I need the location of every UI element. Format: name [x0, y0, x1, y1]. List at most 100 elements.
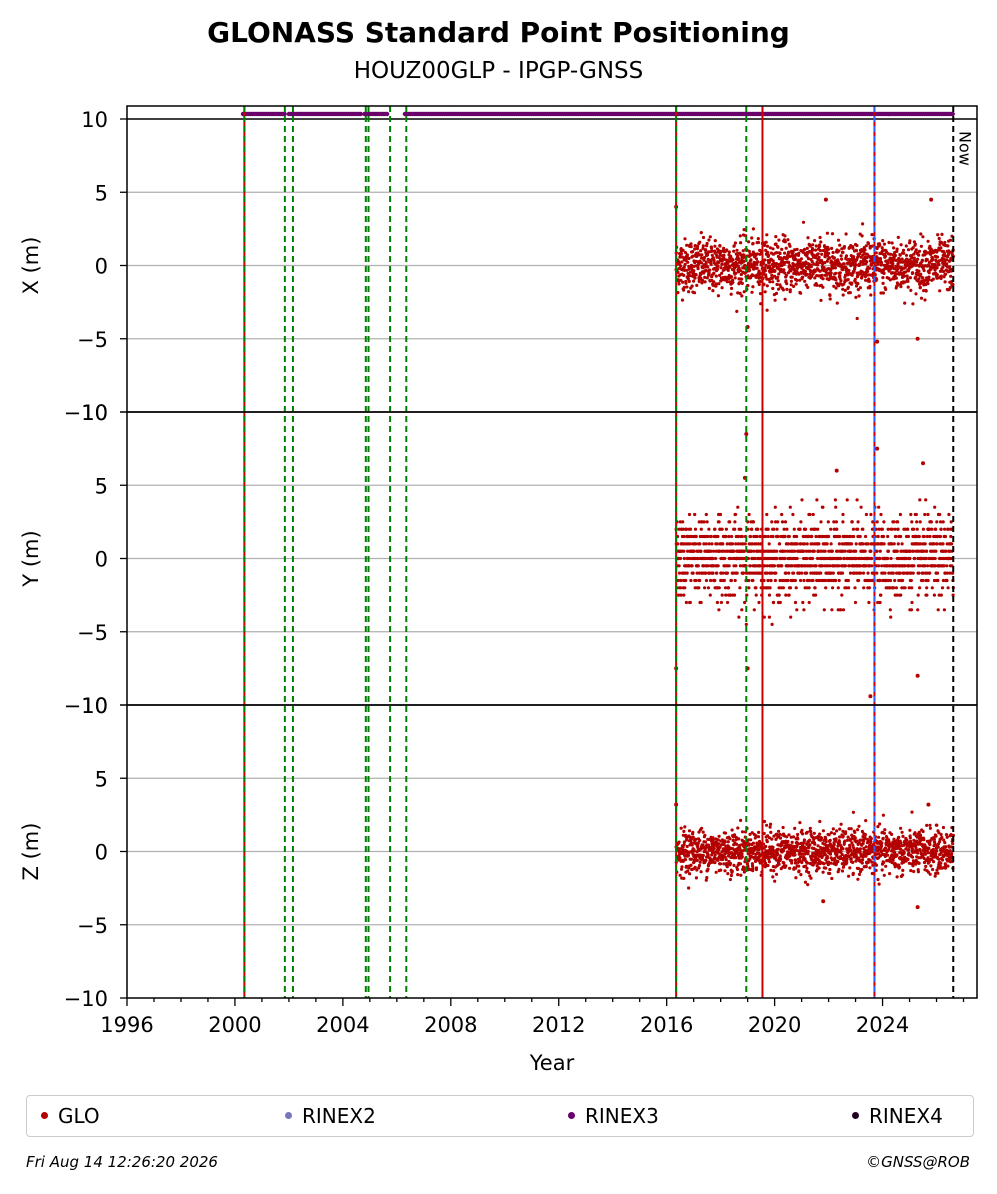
rinex3-point [282, 111, 287, 117]
glo-point [925, 571, 929, 575]
glo-point [896, 527, 900, 531]
glo-point [894, 258, 898, 262]
glo-point [758, 279, 762, 284]
glo-point [790, 267, 794, 271]
glo-point [783, 520, 788, 524]
glo-point [809, 830, 813, 834]
glo-point [848, 534, 852, 539]
glo-point [839, 254, 843, 258]
glo-point [845, 838, 850, 842]
glo-point [918, 520, 922, 524]
glo-point [713, 239, 717, 243]
glo-point [919, 232, 923, 236]
glo-point [683, 251, 688, 255]
glo-point [929, 520, 934, 524]
glo-point [712, 258, 716, 262]
glo-point [811, 243, 815, 247]
glo-point [735, 262, 739, 266]
glo-outlier [868, 694, 873, 699]
glo-point [825, 542, 829, 546]
glo-point [748, 832, 752, 837]
glo-point [730, 556, 734, 561]
glo-point [918, 848, 922, 853]
glo-point [791, 835, 796, 839]
glo-point [924, 864, 928, 869]
glo-outlier [875, 446, 880, 451]
glo-point [945, 262, 949, 266]
glo-point [935, 823, 939, 827]
glo-point [888, 578, 893, 583]
glo-point [823, 578, 828, 583]
glo-point [793, 549, 797, 553]
glo-point [805, 830, 809, 835]
glo-point [847, 268, 851, 273]
glo-point [944, 845, 948, 849]
glo-point [940, 835, 944, 840]
glo-point [819, 520, 823, 524]
glo-point [698, 542, 702, 546]
glo-point [896, 263, 900, 268]
glo-point [706, 853, 710, 857]
glo-point [676, 578, 680, 583]
glo-point [897, 835, 901, 840]
glo-point [775, 251, 779, 255]
glo-point [737, 615, 741, 619]
glo-point [828, 867, 832, 872]
glo-point [721, 542, 725, 546]
glo-point [785, 527, 789, 531]
glo-point [856, 288, 860, 292]
glo-point [695, 283, 699, 287]
glo-point [823, 261, 827, 265]
glo-point [706, 265, 710, 269]
glo-point [751, 520, 756, 524]
glo-point [854, 549, 858, 553]
glo-point [697, 586, 701, 590]
glo-point [715, 542, 719, 546]
glo-point [855, 243, 859, 248]
glo-point [892, 542, 896, 546]
glo-point [827, 833, 831, 837]
glo-point [921, 578, 925, 583]
glo-point [911, 246, 915, 250]
glo-point [854, 249, 859, 253]
glo-point [736, 826, 740, 830]
glo-point [845, 534, 850, 539]
glo-point [696, 841, 700, 845]
glo-point [840, 869, 845, 873]
glo-point [701, 246, 705, 250]
glo-point [710, 249, 714, 253]
glo-point [793, 858, 798, 862]
glo-point [945, 564, 949, 568]
glo-point [846, 285, 851, 289]
glo-point [866, 269, 870, 273]
glo-point [800, 860, 804, 865]
glo-point [823, 852, 827, 857]
glo-point [718, 845, 722, 849]
glo-point [742, 290, 746, 294]
glo-point [937, 831, 941, 835]
glo-point [818, 819, 822, 824]
glo-point [904, 253, 909, 257]
glo-point [755, 534, 759, 539]
glo-point [841, 847, 845, 851]
glo-outlier [915, 905, 920, 910]
glo-point [733, 276, 737, 280]
glo-point [715, 267, 720, 271]
glo-point [783, 297, 787, 301]
glo-point [688, 274, 692, 278]
glo-point [845, 498, 849, 502]
glo-point [810, 247, 815, 251]
glo-point [693, 586, 697, 590]
glo-point [790, 840, 794, 845]
glo-point [797, 864, 801, 868]
glo-point [735, 309, 739, 313]
glo-point [736, 534, 741, 539]
glo-point [805, 272, 809, 276]
glo-point [701, 244, 705, 248]
glo-point [710, 253, 714, 257]
glo-point [793, 853, 797, 857]
glo-point [799, 520, 803, 524]
glo-point [833, 266, 838, 270]
glo-point [705, 876, 709, 880]
glo-point [942, 608, 947, 612]
